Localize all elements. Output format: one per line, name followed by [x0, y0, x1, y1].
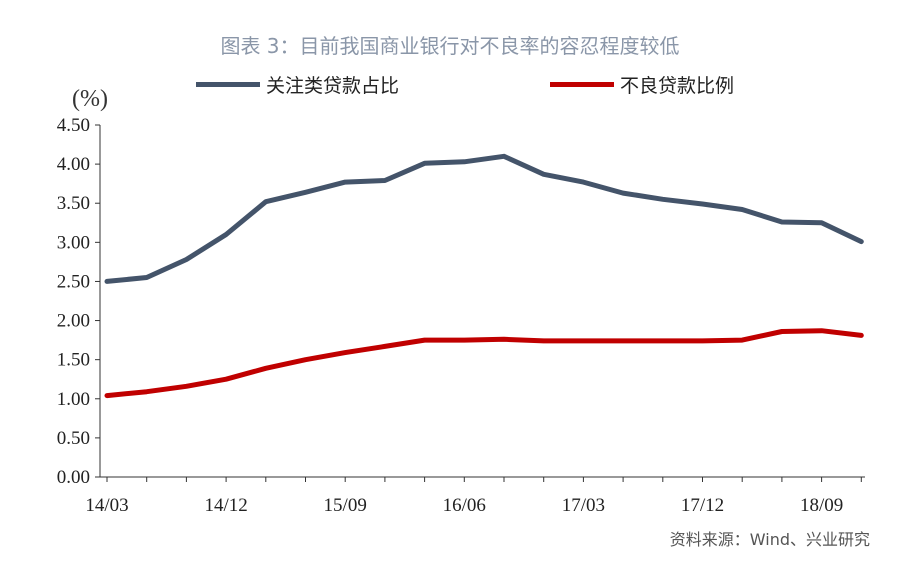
y-tick-label: 2.00: [57, 311, 90, 332]
legend-label-1: 不良贷款比例: [620, 74, 735, 97]
legend-swatch-0: [196, 81, 260, 87]
legend-swatch-1: [550, 81, 614, 87]
x-tick-label: 17/12: [681, 495, 724, 516]
y-tick-label: 0.50: [57, 428, 90, 449]
y-unit-label: (%): [72, 86, 108, 112]
x-tick-label: 15/09: [324, 495, 367, 516]
y-tick-label: 4.50: [57, 115, 90, 136]
y-tick-label: 1.50: [57, 350, 90, 371]
y-tick-label: 4.00: [57, 154, 90, 175]
x-tick-label: 16/06: [443, 495, 486, 516]
x-tick-label: 17/03: [562, 495, 605, 516]
x-tick-label: 18/09: [800, 495, 843, 516]
series-line-1: [104, 328, 864, 399]
y-tick-label: 3.50: [57, 193, 90, 214]
x-tick-label: 14/12: [204, 495, 247, 516]
chart-title: 图表 3：目前我国商业银行对不良率的容忍程度较低: [220, 34, 680, 58]
y-tick-label: 0.00: [57, 467, 90, 488]
x-tick-label: 14/03: [85, 495, 128, 516]
y-tick-label: 2.50: [57, 271, 90, 292]
y-tick-label: 1.00: [57, 389, 90, 410]
series-line-0: [104, 153, 864, 284]
legend-item-1: 不良贷款比例: [550, 72, 735, 97]
source-note: 资料来源：Wind、兴业研究: [669, 530, 870, 549]
y-tick-label: 3.00: [57, 232, 90, 253]
legend-item-0: 关注类贷款占比: [196, 72, 400, 97]
legend-label-0: 关注类贷款占比: [266, 74, 400, 97]
